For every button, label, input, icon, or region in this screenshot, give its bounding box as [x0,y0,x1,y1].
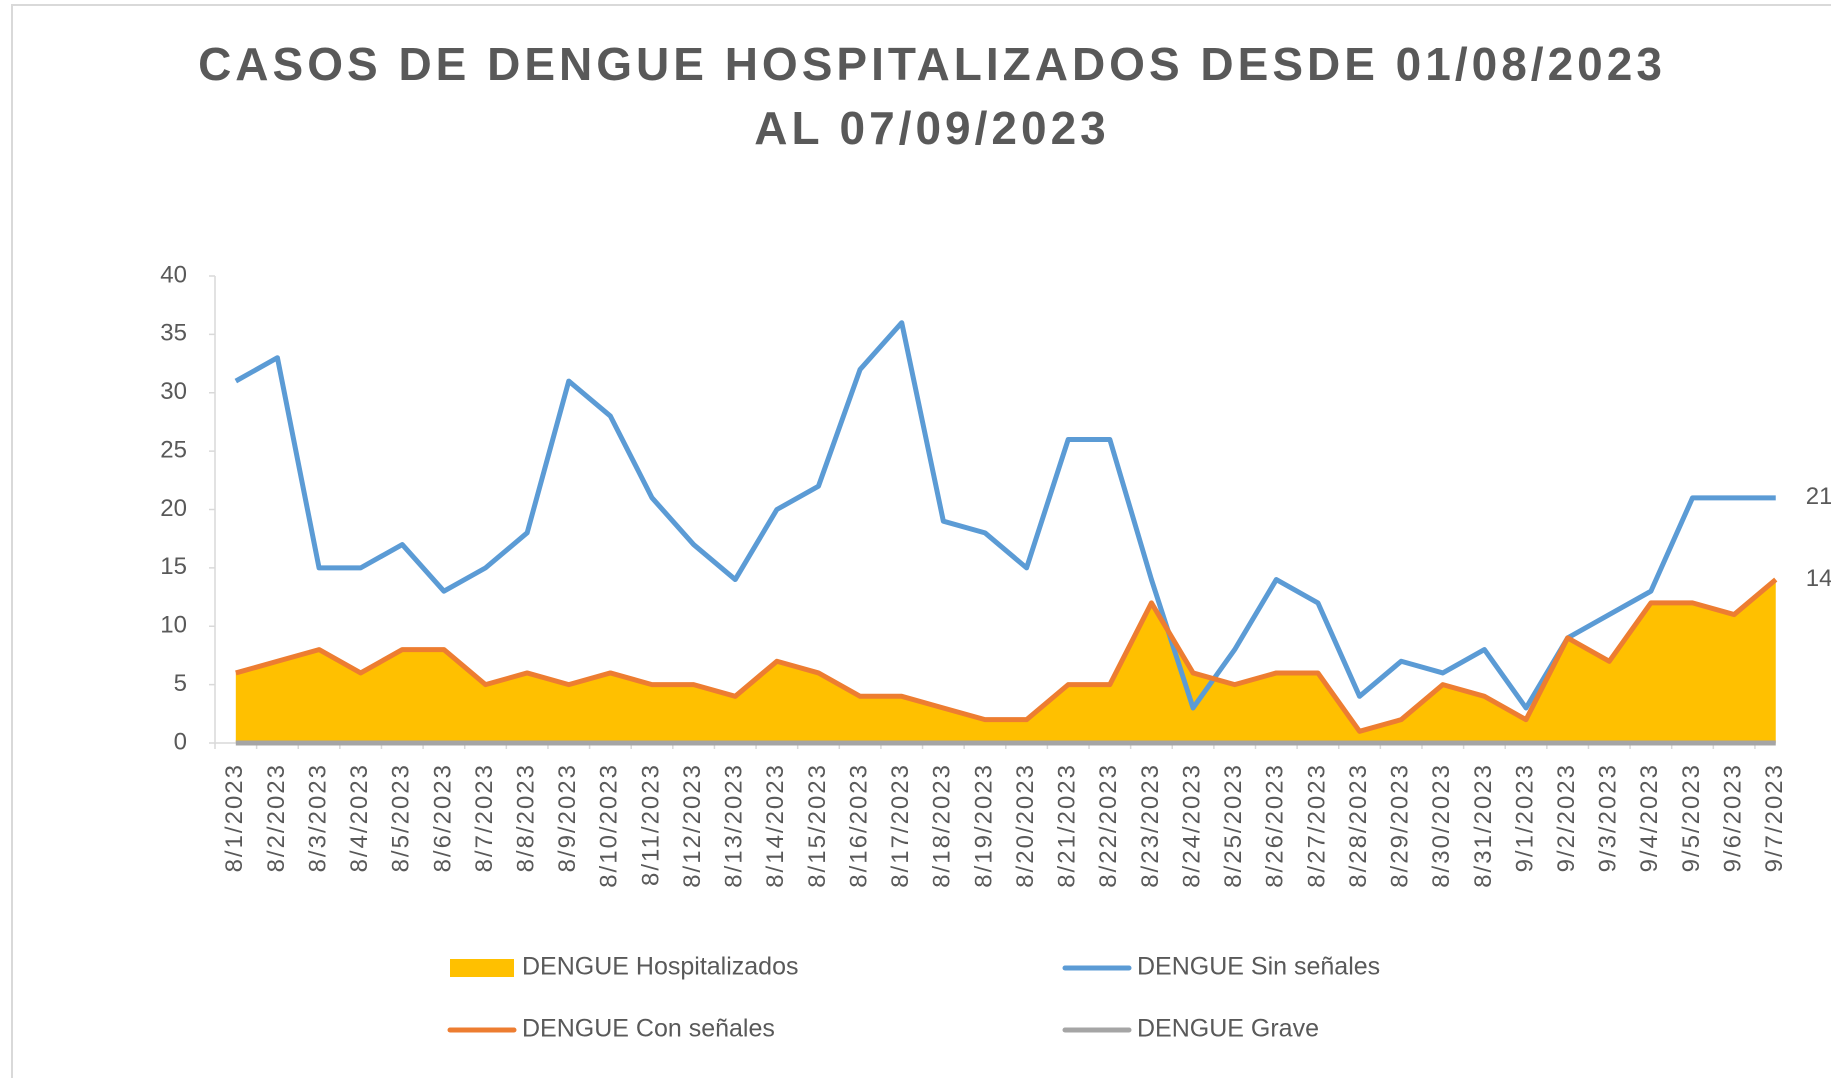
chart-title: CASOS DE DENGUE HOSPITALIZADOS DESDE 01/… [198,38,1666,90]
y-tick-label: 30 [160,378,187,405]
x-tick-label: 8/25/2023 [1220,763,1247,888]
x-tick-label: 9/2/2023 [1553,763,1580,872]
legend-label: DENGUE Grave [1137,1015,1319,1043]
x-tick-label: 8/14/2023 [762,763,789,888]
y-tick-label: 20 [160,495,187,522]
x-tick-label: 9/3/2023 [1595,763,1622,872]
y-tick-label: 0 [174,728,187,755]
y-tick-label: 10 [160,612,187,639]
x-tick-label: 8/10/2023 [596,763,623,888]
x-tick-label: 8/16/2023 [845,763,872,888]
x-tick-label: 8/31/2023 [1470,763,1497,888]
x-tick-label: 8/8/2023 [512,763,539,872]
x-tick-label: 8/1/2023 [221,763,248,872]
x-tick-label: 8/7/2023 [471,763,498,872]
chart-subtitle: AL 07/09/2023 [754,102,1110,154]
x-tick-label: 8/26/2023 [1262,763,1289,888]
y-tick-label: 5 [174,670,187,697]
x-tick-label: 8/29/2023 [1387,763,1414,888]
x-tick-label: 9/6/2023 [1719,763,1746,872]
legend-label: DENGUE Con señales [522,1015,775,1043]
y-tick-label: 40 [160,261,187,288]
line [234,320,1776,711]
x-tick-label: 8/9/2023 [554,763,581,872]
x-tick-label: 8/5/2023 [388,763,415,872]
legend-swatch [450,959,514,977]
x-tick-label: 8/2/2023 [263,763,290,872]
area [235,579,1776,743]
legend-label: DENGUE Hospitalizados [522,953,799,981]
chart-frame [11,4,1831,1078]
legend-label: DENGUE Sin señales [1137,953,1380,981]
x-tick-label: 8/20/2023 [1012,763,1039,888]
x-tick-label: 8/19/2023 [970,763,997,888]
x-tick-label: 8/24/2023 [1178,763,1205,888]
x-tick-label: 8/6/2023 [429,763,456,872]
x-tick-label: 9/1/2023 [1511,763,1538,872]
x-tick-label: 8/4/2023 [346,763,373,872]
x-tick-label: 8/12/2023 [679,763,706,888]
x-tick-label: 8/28/2023 [1345,763,1372,888]
x-tick-label: 8/3/2023 [304,763,331,872]
x-tick-label: 9/5/2023 [1678,763,1705,872]
x-tick-label: 9/4/2023 [1636,763,1663,872]
y-tick-label: 35 [160,320,187,347]
x-tick-label: 8/30/2023 [1428,763,1455,888]
x-tick-label: 8/11/2023 [637,763,664,886]
x-tick-label: 8/23/2023 [1137,763,1164,888]
x-tick-label: 8/17/2023 [887,763,914,888]
x-tick-label: 8/22/2023 [1095,763,1122,888]
y-tick-label: 15 [160,553,187,580]
x-tick-label: 8/18/2023 [929,763,956,888]
x-tick-label: 8/27/2023 [1303,763,1330,888]
data-label: 14 [1806,565,1831,592]
y-tick-label: 25 [160,436,187,463]
data-label: 21 [1806,483,1831,510]
x-tick-label: 8/15/2023 [804,763,831,888]
x-tick-label: 8/21/2023 [1054,763,1081,888]
x-tick-label: 9/7/2023 [1761,763,1788,872]
line [235,577,1778,734]
x-tick-label: 8/13/2023 [721,763,748,888]
